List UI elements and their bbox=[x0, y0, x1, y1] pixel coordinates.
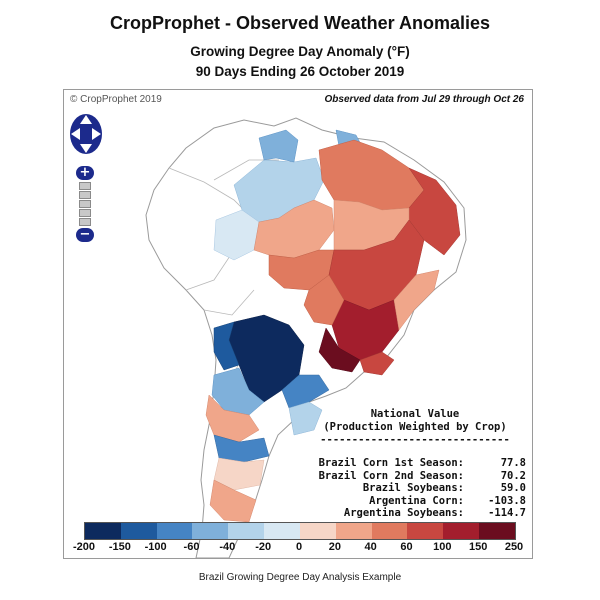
national-value-heading: National Value bbox=[370, 408, 460, 420]
crop-label: Argentina Soybeans: bbox=[343, 507, 464, 519]
page-title: CropProphet - Observed Weather Anomalies bbox=[109, 13, 491, 33]
legend-tick-labels: -200 -150 -100 -60 -40 -20 0 20 40 60 100 150 250 bbox=[64, 541, 532, 555]
crop-label: Brazil Corn 2nd Season: bbox=[318, 469, 464, 482]
legend-tick-label: -40 bbox=[219, 541, 236, 553]
zoom-out-button[interactable]: − bbox=[76, 228, 94, 242]
legend-swatch bbox=[407, 523, 444, 539]
national-value-subheading: (Production Weighted by Crop) bbox=[323, 421, 507, 433]
national-value-row: Argentina Corn: -103.8 bbox=[304, 495, 526, 508]
legend-tick-label: 0 bbox=[295, 541, 303, 553]
zoom-level-step[interactable] bbox=[79, 191, 91, 199]
country-border bbox=[168, 159, 279, 391]
legend-swatch bbox=[264, 523, 300, 539]
zoom-level-step[interactable] bbox=[79, 209, 91, 217]
legend-swatch bbox=[335, 523, 372, 539]
legend-tick-label: -20 bbox=[255, 541, 272, 553]
crop-value: 77.8 bbox=[500, 457, 526, 469]
legend-swatch bbox=[228, 523, 265, 539]
national-value-row: Brazil Corn 1st Season: 77.8 bbox=[304, 457, 526, 470]
pan-down-icon[interactable] bbox=[80, 144, 92, 153]
legend-swatch bbox=[299, 523, 336, 539]
pan-control[interactable] bbox=[68, 112, 104, 156]
legend-tick-label: 150 bbox=[468, 541, 488, 553]
zoom-level-step[interactable] bbox=[79, 182, 91, 190]
legend-swatch bbox=[192, 523, 229, 539]
crop-label: Argentina Corn: bbox=[369, 494, 464, 507]
legend-tick-label: 250 bbox=[504, 541, 524, 553]
national-value-row: Brazil Soybeans: 59.0 bbox=[304, 482, 526, 495]
pan-up-icon[interactable] bbox=[80, 115, 92, 124]
map-period: 90 Days Ending 26 October 2019 bbox=[195, 64, 405, 79]
legend-tick-label: -60 bbox=[183, 541, 200, 553]
map-canvas[interactable] bbox=[64, 90, 532, 558]
zoom-level-step[interactable] bbox=[79, 200, 91, 208]
crop-value: 70.2 bbox=[500, 469, 526, 482]
observed-data-note: Observed data from Jul 29 through Oct 26 bbox=[324, 94, 525, 105]
legend-swatch bbox=[479, 523, 515, 539]
copyright-notice: © CropProphet 2019 bbox=[70, 94, 162, 105]
pan-right-icon[interactable] bbox=[92, 128, 101, 140]
crop-label: Brazil Soybeans: bbox=[362, 482, 464, 494]
legend-bar bbox=[84, 522, 516, 540]
legend-tick-label: 60 bbox=[400, 541, 413, 553]
legend-tick-label: -100 bbox=[144, 541, 167, 553]
brazil-anomaly-regions bbox=[213, 129, 461, 376]
legend-swatch bbox=[156, 523, 193, 539]
map-panel[interactable]: © CropProphet 2019 Observed data from Ju… bbox=[63, 89, 533, 559]
national-value-panel: National Value (Production Weighted by C… bbox=[304, 408, 526, 520]
legend-swatch bbox=[85, 523, 121, 539]
zoom-control[interactable]: + − bbox=[76, 166, 94, 244]
legend-swatch bbox=[443, 523, 480, 539]
zoom-level-step[interactable] bbox=[79, 218, 91, 226]
legend-swatch bbox=[371, 523, 408, 539]
crop-value: -114.7 bbox=[488, 507, 526, 519]
crop-value: -103.8 bbox=[488, 494, 526, 507]
national-value-row: Brazil Corn 2nd Season: 70.2 bbox=[304, 470, 526, 483]
legend-swatch bbox=[120, 523, 157, 539]
national-value-list: Brazil Corn 1st Season: 77.8 Brazil Corn… bbox=[304, 457, 526, 520]
national-value-row: Argentina Soybeans: -114.7 bbox=[304, 507, 526, 520]
pan-left-icon[interactable] bbox=[71, 128, 80, 140]
crop-value: 59.0 bbox=[500, 482, 526, 494]
pan-compass-icon[interactable] bbox=[70, 114, 102, 154]
national-value-divider: ------------------------------ bbox=[320, 434, 510, 446]
legend-tick-label: 100 bbox=[433, 541, 452, 553]
legend-tick-label: -200 bbox=[72, 541, 96, 553]
map-subtitle: Growing Degree Day Anomaly (°F) bbox=[190, 44, 410, 59]
figure-caption: Brazil Growing Degree Day Analysis Examp… bbox=[198, 572, 402, 583]
zoom-in-button[interactable]: + bbox=[76, 166, 94, 180]
legend-tick-label: -150 bbox=[108, 541, 131, 553]
legend-tick-label: 40 bbox=[364, 541, 377, 553]
crop-label: Brazil Corn 1st Season: bbox=[318, 457, 464, 469]
legend-tick-label: 20 bbox=[328, 541, 341, 553]
